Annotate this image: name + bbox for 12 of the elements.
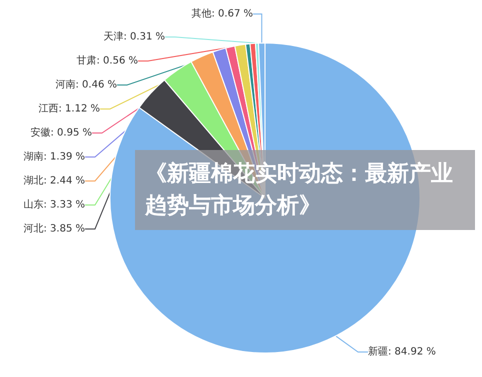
- slice-label: 江西: 1.12 %: [38, 102, 100, 114]
- slice-label: 湖南: 1.39 %: [24, 150, 85, 162]
- text: 《新疆棉花实时动态：最新产业趋势与市场分析》: [144, 160, 453, 218]
- slice-label: 天津: 0.31 %: [104, 30, 165, 42]
- slice-label: 山东: 3.33 %: [24, 198, 85, 210]
- slice-label: 其他: 0.67 %: [192, 8, 253, 20]
- slice-label: 安徽: 0.95 %: [30, 126, 92, 138]
- slice-label: 湖北: 2.44 %: [24, 174, 85, 186]
- slice-label: 新疆: 84.92 %: [368, 346, 436, 358]
- slice-label: 甘肃: 0.56 %: [76, 54, 138, 66]
- slice-label: 河南: 0.46 %: [56, 78, 117, 90]
- slice-label: 河北: 3.85 %: [24, 222, 85, 234]
